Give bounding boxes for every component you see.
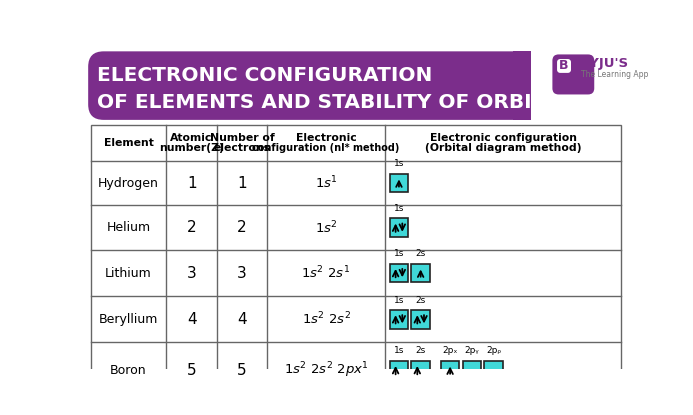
Bar — [389, 361, 408, 379]
Text: Electronic: Electronic — [296, 133, 356, 143]
Text: electrons: electrons — [213, 143, 270, 153]
Text: BYJU'S: BYJU'S — [581, 57, 629, 70]
Bar — [389, 174, 408, 192]
Text: Helium: Helium — [107, 221, 150, 234]
Text: $1s^2$ $2s^2$ $2px^1$: $1s^2$ $2s^2$ $2px^1$ — [283, 360, 369, 380]
FancyBboxPatch shape — [557, 59, 571, 73]
Bar — [484, 361, 503, 379]
Text: 2: 2 — [237, 220, 247, 235]
Bar — [91, 125, 622, 398]
Text: Element: Element — [103, 138, 153, 148]
Bar — [412, 310, 430, 329]
Bar — [513, 51, 532, 120]
Text: B: B — [559, 59, 569, 73]
Text: ELECTRONIC CONFIGURATION: ELECTRONIC CONFIGURATION — [98, 66, 433, 85]
Text: 5: 5 — [237, 363, 247, 378]
Bar — [412, 264, 430, 282]
Bar — [412, 361, 430, 379]
Text: 3: 3 — [186, 266, 197, 281]
Text: 1s: 1s — [394, 295, 404, 305]
Text: 1s: 1s — [394, 204, 404, 213]
Bar — [389, 264, 408, 282]
Bar — [389, 218, 408, 237]
Text: Electronic configuration: Electronic configuration — [430, 132, 577, 143]
Text: $1s^1$: $1s^1$ — [315, 175, 337, 191]
Text: 2s: 2s — [416, 295, 426, 305]
Bar — [462, 361, 481, 379]
Text: The Learning App: The Learning App — [581, 70, 649, 79]
Text: 1: 1 — [187, 176, 196, 190]
Text: Atomic: Atomic — [170, 133, 213, 143]
FancyBboxPatch shape — [552, 54, 595, 95]
Text: number(Z): number(Z) — [159, 143, 224, 153]
Bar — [389, 310, 408, 329]
Text: 1: 1 — [237, 176, 247, 190]
FancyBboxPatch shape — [88, 51, 530, 120]
Text: $1s^2$: $1s^2$ — [315, 220, 337, 236]
Text: $1s^2$ $2s^2$: $1s^2$ $2s^2$ — [301, 311, 351, 327]
Text: 2: 2 — [187, 220, 196, 235]
Text: configuration (nl* method): configuration (nl* method) — [252, 143, 400, 153]
Text: 4: 4 — [187, 312, 196, 327]
Text: 1s: 1s — [394, 159, 404, 168]
Text: 2pᵨ: 2pᵨ — [486, 347, 501, 356]
Text: Beryllium: Beryllium — [99, 313, 158, 326]
Text: 5: 5 — [187, 363, 196, 378]
Text: 2pᵧ: 2pᵧ — [464, 347, 479, 356]
Text: Boron: Boron — [110, 364, 147, 377]
Text: Hydrogen: Hydrogen — [98, 176, 159, 190]
Text: 1s: 1s — [394, 347, 404, 356]
Text: 2s: 2s — [416, 249, 426, 259]
Text: 4: 4 — [237, 312, 247, 327]
Text: Number of: Number of — [210, 133, 274, 143]
Text: 2s: 2s — [416, 347, 426, 356]
Text: $1s^2$ $2s^1$: $1s^2$ $2s^1$ — [301, 265, 351, 281]
Text: OF ELEMENTS AND STABILITY OF ORBITALS: OF ELEMENTS AND STABILITY OF ORBITALS — [98, 93, 588, 112]
Text: 3: 3 — [237, 266, 247, 281]
Bar — [441, 361, 459, 379]
Text: 1s: 1s — [394, 249, 404, 259]
Text: (Orbital diagram method): (Orbital diagram method) — [425, 143, 581, 154]
Text: 2pₓ: 2pₓ — [442, 347, 458, 356]
Text: Lithium: Lithium — [105, 266, 152, 280]
